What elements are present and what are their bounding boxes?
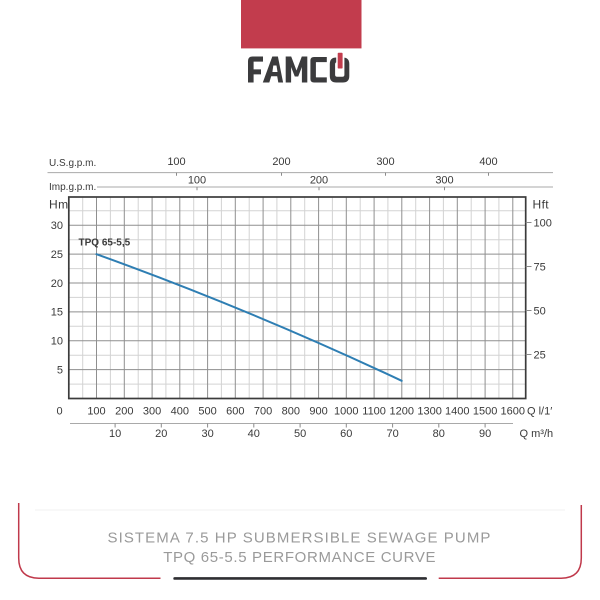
svg-text:100: 100 [188,175,206,187]
svg-text:Q m³/h: Q m³/h [520,428,554,440]
svg-text:1100: 1100 [362,406,386,418]
svg-text:1500: 1500 [473,406,497,418]
svg-text:200: 200 [310,175,328,187]
svg-text:SISTEMA 7.5 HP SUBMERSIBLE SEW: SISTEMA 7.5 HP SUBMERSIBLE SEWAGE PUMP [107,530,491,547]
svg-text:200: 200 [272,156,290,168]
svg-text:700: 700 [254,406,272,418]
svg-text:300: 300 [143,406,161,418]
svg-text:800: 800 [282,406,300,418]
svg-text:TPQ 65-5.5 PERFORMANCE CURVE: TPQ 65-5.5 PERFORMANCE CURVE [163,549,436,566]
svg-text:30: 30 [201,428,213,440]
svg-text:1600: 1600 [501,406,525,418]
svg-text:80: 80 [433,428,445,440]
svg-text:90: 90 [479,428,491,440]
svg-text:Imp.g.p.m.: Imp.g.p.m. [49,182,96,193]
svg-text:25: 25 [534,349,546,361]
svg-text:TPQ 65-5,5: TPQ 65-5,5 [79,238,131,249]
svg-text:40: 40 [248,428,260,440]
svg-text:60: 60 [340,428,352,440]
svg-text:100: 100 [87,406,105,418]
svg-text:70: 70 [386,428,398,440]
svg-text:10: 10 [51,336,63,348]
svg-text:Hm: Hm [49,198,68,212]
svg-text:75: 75 [534,261,546,273]
svg-text:30: 30 [51,220,63,232]
svg-text:5: 5 [57,364,63,376]
svg-text:1300: 1300 [417,406,441,418]
svg-text:900: 900 [309,406,327,418]
svg-text:Q l/1′: Q l/1′ [527,406,552,418]
svg-text:500: 500 [198,406,216,418]
svg-text:50: 50 [534,305,546,317]
svg-text:100: 100 [534,217,552,229]
svg-text:400: 400 [171,406,189,418]
svg-text:400: 400 [479,156,497,168]
svg-text:0: 0 [56,406,62,418]
svg-text:200: 200 [115,406,133,418]
svg-text:10: 10 [109,428,121,440]
svg-text:100: 100 [167,156,185,168]
svg-text:600: 600 [226,406,244,418]
svg-text:25: 25 [51,249,63,261]
svg-text:20: 20 [155,428,167,440]
svg-text:300: 300 [376,156,394,168]
svg-text:50: 50 [294,428,306,440]
svg-text:1400: 1400 [445,406,469,418]
svg-text:1200: 1200 [390,406,414,418]
svg-text:1000: 1000 [334,406,358,418]
svg-text:20: 20 [51,278,63,290]
svg-text:Hft: Hft [533,198,550,212]
svg-text:300: 300 [435,175,453,187]
svg-text:15: 15 [51,307,63,319]
svg-text:U.S.g.p.m.: U.S.g.p.m. [49,158,96,169]
